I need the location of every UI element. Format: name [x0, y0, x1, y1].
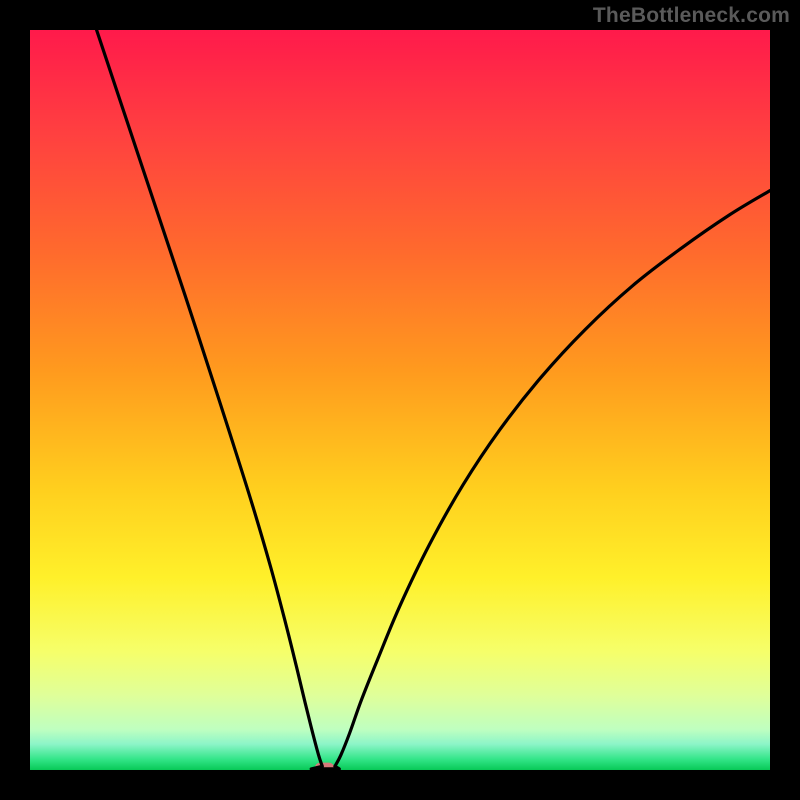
bottleneck-chart: [0, 0, 800, 800]
chart-stage: TheBottleneck.com: [0, 0, 800, 800]
plot-area: [30, 30, 770, 770]
watermark-text: TheBottleneck.com: [593, 4, 790, 28]
